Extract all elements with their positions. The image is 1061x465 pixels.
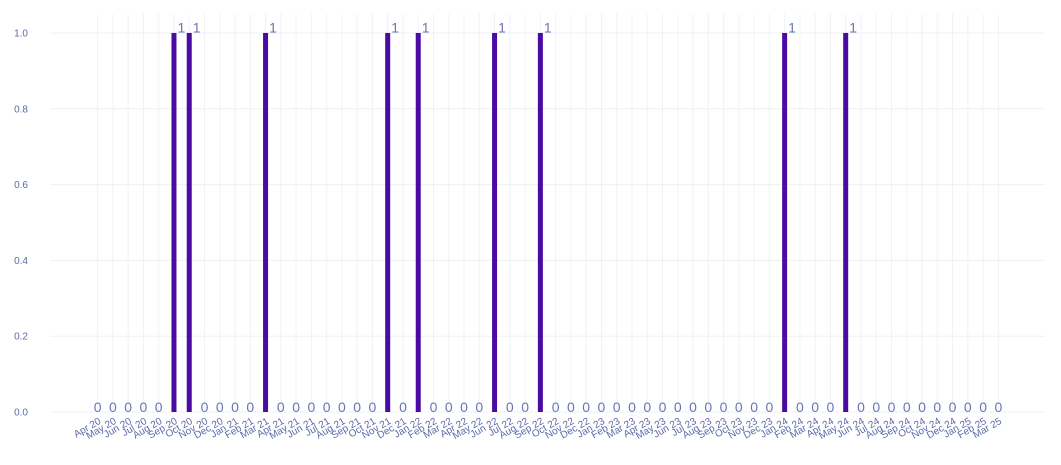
data-label: 0 — [369, 399, 377, 415]
data-label: 0 — [323, 399, 331, 415]
y-tick-label: 0.8 — [14, 104, 28, 115]
data-label: 0 — [277, 399, 285, 415]
data-label: 0 — [506, 399, 514, 415]
data-label: 0 — [796, 399, 804, 415]
data-label: 0 — [888, 399, 896, 415]
data-label: 1 — [544, 19, 552, 35]
bar — [186, 32, 192, 412]
data-label: 0 — [628, 399, 636, 415]
bar-layer — [171, 32, 849, 412]
data-label: 0 — [659, 399, 667, 415]
data-label: 0 — [140, 399, 148, 415]
data-label: 0 — [598, 399, 606, 415]
data-label: 0 — [765, 399, 773, 415]
data-label: 0 — [994, 399, 1002, 415]
data-label: 0 — [750, 399, 758, 415]
data-label: 0 — [246, 399, 254, 415]
data-label: 0 — [872, 399, 880, 415]
data-label: 0 — [445, 399, 453, 415]
data-label: 0 — [475, 399, 483, 415]
bar — [385, 32, 391, 412]
data-label: 1 — [269, 19, 277, 35]
y-tick-label: 0.6 — [14, 180, 28, 191]
data-label: 0 — [430, 399, 438, 415]
bar — [537, 32, 543, 412]
data-label: 0 — [643, 399, 651, 415]
data-label: 0 — [201, 399, 209, 415]
data-label: 0 — [399, 399, 407, 415]
data-label: 0 — [109, 399, 117, 415]
data-label: 0 — [735, 399, 743, 415]
y-tick-label: 0.0 — [14, 408, 28, 419]
data-label: 1 — [788, 19, 796, 35]
data-label: 0 — [124, 399, 132, 415]
data-label: 0 — [964, 399, 972, 415]
bar — [263, 32, 269, 412]
data-label: 0 — [903, 399, 911, 415]
data-label: 0 — [811, 399, 819, 415]
y-tick-label: 1.0 — [14, 28, 28, 39]
data-label: 1 — [422, 19, 430, 35]
data-label: 0 — [979, 399, 987, 415]
data-label: 0 — [949, 399, 957, 415]
data-label: 0 — [674, 399, 682, 415]
data-label: 1 — [177, 19, 185, 35]
y-axis-ticks: 0.0 0.2 0.4 0.6 0.8 1.0 — [14, 28, 28, 418]
data-label: 0 — [216, 399, 224, 415]
data-label: 0 — [338, 399, 346, 415]
bar — [843, 32, 849, 412]
data-label: 0 — [307, 399, 315, 415]
bar — [782, 32, 788, 412]
data-label: 1 — [193, 19, 201, 35]
y-tick-label: 0.2 — [14, 332, 28, 343]
data-label: 0 — [827, 399, 835, 415]
bar — [492, 32, 498, 412]
data-label: 0 — [613, 399, 621, 415]
data-label: 0 — [353, 399, 361, 415]
data-label: 0 — [918, 399, 926, 415]
data-label: 0 — [857, 399, 865, 415]
data-label: 0 — [582, 399, 590, 415]
data-label: 0 — [94, 399, 102, 415]
data-label: 0 — [720, 399, 728, 415]
data-label: 0 — [292, 399, 300, 415]
data-label: 1 — [498, 19, 506, 35]
bar — [171, 32, 177, 412]
grid-layer — [50, 14, 1045, 413]
bar — [415, 32, 421, 412]
data-label: 1 — [849, 19, 857, 35]
data-label: 0 — [704, 399, 712, 415]
data-label: 0 — [460, 399, 468, 415]
data-label: 0 — [689, 399, 697, 415]
data-label: 0 — [552, 399, 560, 415]
data-label: 0 — [155, 399, 163, 415]
data-label: 0 — [231, 399, 239, 415]
data-label: 1 — [391, 19, 399, 35]
data-label: 0 — [567, 399, 575, 415]
data-label: 0 — [521, 399, 529, 415]
data-label: 0 — [933, 399, 941, 415]
y-tick-label: 0.4 — [14, 256, 28, 267]
